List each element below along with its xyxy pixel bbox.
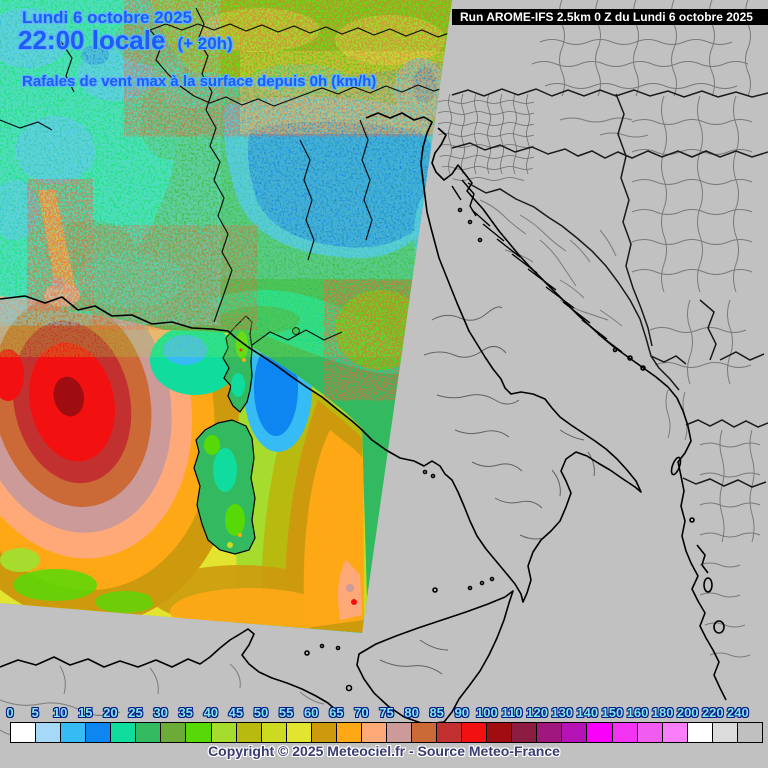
model-run-bar: Run AROME-IFS 2.5km 0 Z du Lundi 6 octob… — [452, 9, 768, 25]
admin-mesh-slovenia — [437, 93, 535, 181]
forecast-run-offset: (+ 20h) — [177, 34, 233, 53]
forecast-time: 22:00 locale (+ 20h) — [18, 27, 233, 53]
forecast-time-value: 22:00 locale — [18, 25, 166, 55]
coastlines — [0, 112, 727, 725]
model-run-label: Run AROME-IFS 2.5km 0 Z du Lundi 6 octob… — [460, 10, 753, 24]
island-sardinia — [193, 419, 256, 555]
country-borders-domain — [0, 7, 452, 346]
copyright-notice: Copyright © 2025 Meteociel.fr - Source M… — [208, 743, 560, 759]
forecast-date: Lundi 6 octobre 2025 — [22, 8, 193, 27]
parameter-subtitle: Rafales de vent max à la surface depuis … — [22, 73, 377, 90]
wind-field-domain — [0, 0, 452, 633]
country-borders-balkans — [451, 88, 768, 488]
